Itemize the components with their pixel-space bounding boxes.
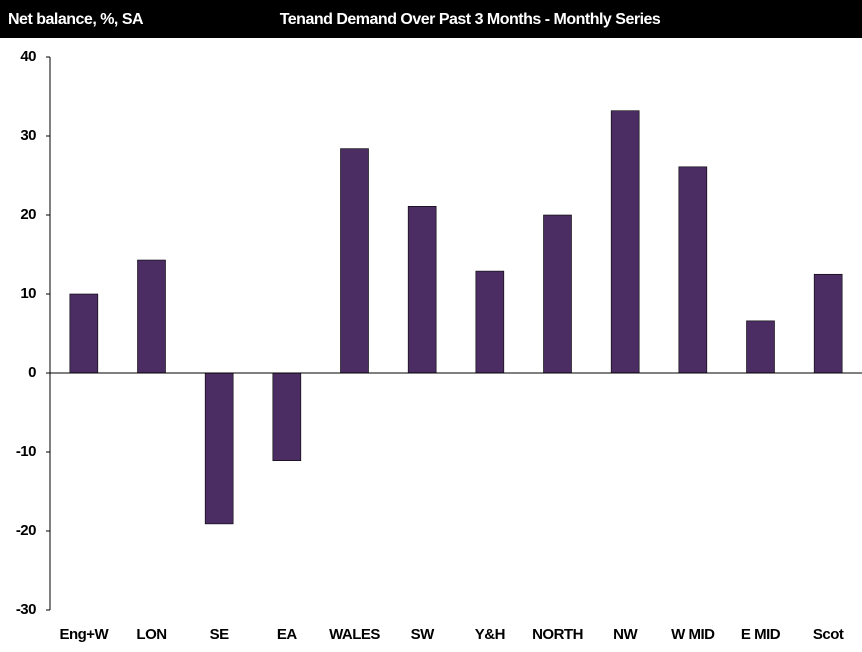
bar	[475, 270, 505, 374]
bar	[69, 293, 99, 374]
bar	[204, 372, 234, 525]
x-tick-label: W MID	[671, 626, 715, 643]
bar	[137, 259, 166, 374]
y-tick-label: -30	[16, 601, 36, 618]
y-tick-label: 30	[20, 127, 36, 144]
x-tick-label: NW	[613, 626, 638, 643]
chart-title: Tenand Demand Over Past 3 Months - Month…	[280, 11, 661, 28]
y-tick-label: 0	[28, 364, 36, 381]
bar	[610, 110, 640, 374]
bar	[272, 372, 302, 461]
y-tick-label: 10	[20, 285, 36, 302]
y-tick-label: 20	[20, 206, 36, 223]
x-tick-label: NORTH	[532, 626, 583, 643]
x-tick-label: LON	[136, 626, 166, 643]
x-tick-label: Scot	[813, 626, 844, 643]
x-tick-label: E MID	[741, 626, 781, 643]
x-tick-label: EA	[277, 626, 298, 643]
bar	[746, 320, 775, 374]
bar	[340, 148, 369, 374]
x-tick-label: Eng+W	[59, 626, 109, 643]
x-tick-label: SE	[210, 626, 230, 643]
bar	[407, 206, 437, 374]
y-tick-label: 40	[20, 48, 36, 65]
bar	[813, 273, 843, 374]
bar	[543, 214, 572, 374]
y-tick-label: -10	[16, 443, 36, 460]
bar	[678, 166, 708, 374]
x-tick-label: Y&H	[475, 626, 505, 643]
y-tick-label: -20	[16, 522, 36, 539]
x-tick-label: WALES	[329, 626, 380, 643]
header-bar	[0, 0, 862, 38]
x-tick-label: SW	[411, 626, 436, 643]
y-axis-label: Net balance, %, SA	[8, 11, 144, 28]
